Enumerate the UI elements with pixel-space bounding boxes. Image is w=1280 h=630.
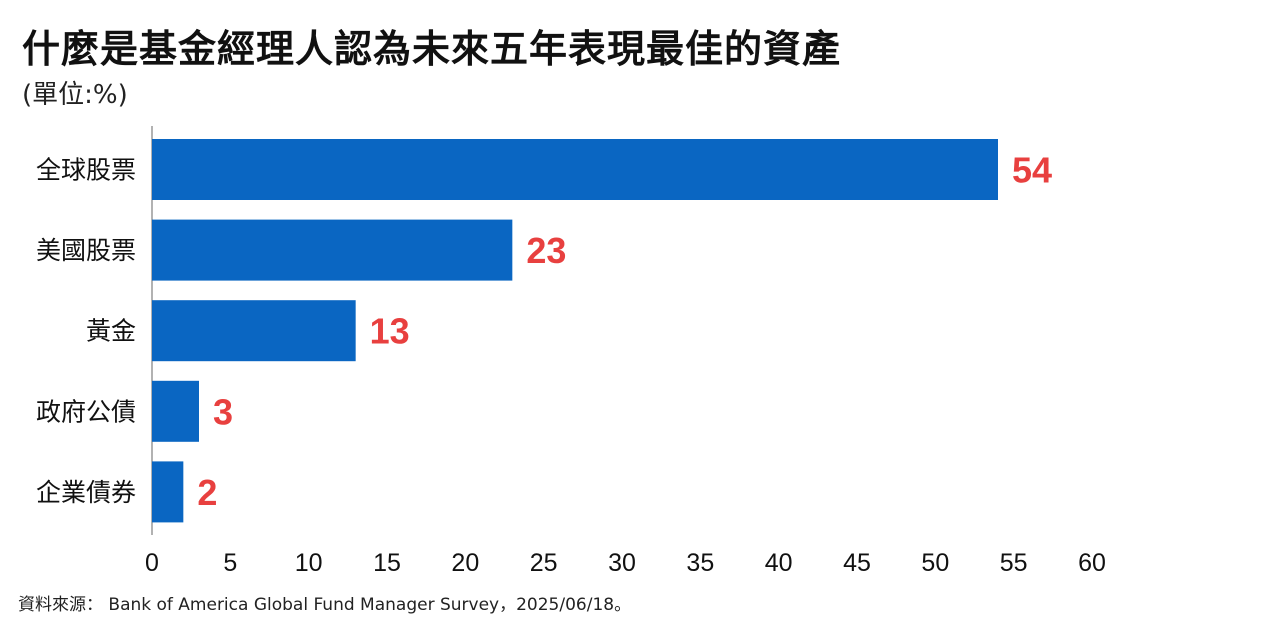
bar-2 [152,219,513,281]
x-tick-label: 5 [223,549,237,577]
chart-unit: (單位:%) [22,80,128,110]
x-tick-label: 60 [1078,549,1106,577]
bar-3 [152,300,356,362]
source-note: 資料來源： Bank of America Global Fund Manage… [18,595,632,615]
value-label: 54 [1012,150,1052,191]
bar-1 [152,139,998,200]
bar-4 [152,380,199,442]
value-label: 2 [197,472,217,513]
category-label: 政府公債 [36,397,136,426]
x-tick-label: 20 [451,549,479,577]
category-label: 美國股票 [36,236,136,265]
x-tick-label: 40 [765,549,793,577]
value-label: 13 [370,311,410,352]
chart-title: 什麼是基金經理人認為未來五年表現最佳的資產 [22,27,842,71]
x-tick-label: 0 [145,549,159,577]
category-label: 全球股票 [36,156,136,185]
x-tick-label: 45 [843,549,871,577]
value-label: 3 [213,391,233,432]
x-tick-label: 50 [921,549,949,577]
value-labels: 54 23 13 3 2 [197,150,1052,513]
bars [152,139,998,523]
x-tick-labels: 0 5 10 15 20 25 30 35 40 45 50 55 60 [145,549,1106,577]
x-tick-label: 25 [530,549,558,577]
x-tick-label: 30 [608,549,636,577]
category-label: 企業債券 [36,478,136,507]
x-tick-label: 35 [686,549,714,577]
bar-5 [152,461,184,523]
value-label: 23 [526,230,566,271]
x-tick-label: 15 [373,549,401,577]
category-label: 黃金 [86,317,136,346]
x-tick-label: 55 [1000,549,1028,577]
x-tick-label: 10 [295,549,323,577]
